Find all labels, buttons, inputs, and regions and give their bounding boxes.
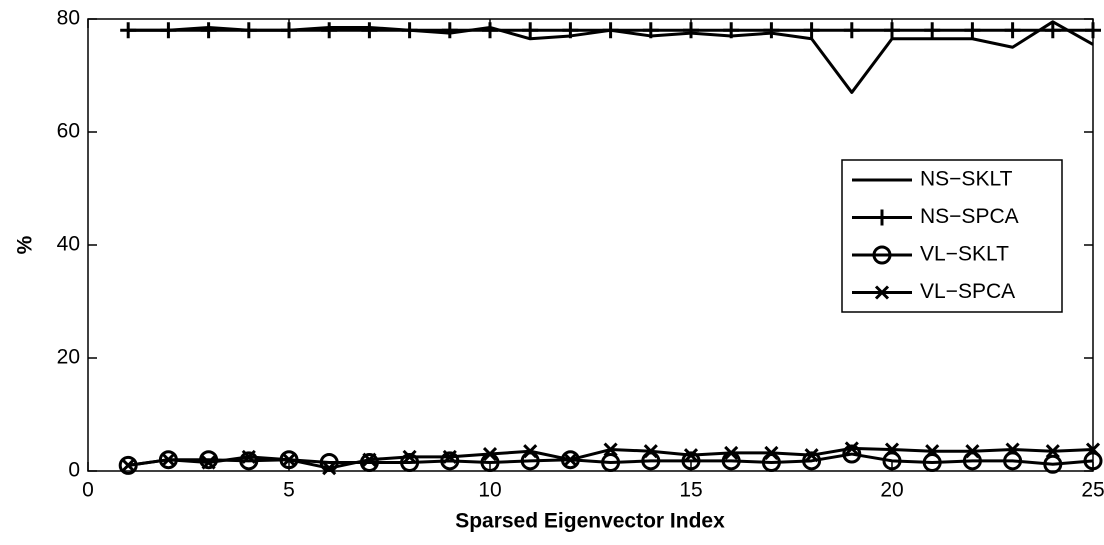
y-tick-label: 60	[57, 120, 80, 143]
point-marker	[764, 445, 779, 460]
point-marker	[281, 22, 297, 39]
point-marker	[322, 461, 337, 476]
point-marker	[402, 449, 417, 464]
point-marker	[241, 449, 256, 464]
point-marker	[321, 22, 338, 39]
point-marker	[1085, 22, 1101, 39]
y-tick-label: 40	[57, 233, 80, 256]
point-marker	[1085, 442, 1101, 457]
point-marker	[121, 458, 136, 473]
point-marker	[441, 22, 458, 39]
point-marker	[681, 451, 701, 471]
point-marker	[882, 451, 902, 471]
point-marker	[442, 449, 457, 464]
point-marker	[803, 22, 820, 39]
point-marker	[281, 452, 297, 467]
point-marker	[603, 442, 618, 457]
point-marker	[563, 452, 578, 467]
x-tick-label: 0	[82, 479, 94, 502]
point-marker	[723, 22, 740, 39]
point-marker	[925, 444, 940, 459]
y-tick-label: 80	[57, 7, 80, 30]
point-marker	[440, 451, 460, 471]
point-marker	[1003, 451, 1023, 471]
legend-label: VL−SKLT	[920, 243, 1009, 266]
point-marker	[319, 453, 339, 473]
point-marker	[1045, 444, 1060, 459]
x-tick-label: 25	[1081, 479, 1104, 502]
point-marker	[400, 453, 420, 473]
point-marker	[642, 22, 659, 39]
legend-label: VL−SPCA	[920, 280, 1015, 303]
point-marker	[683, 22, 699, 39]
point-marker	[199, 450, 219, 470]
point-marker	[922, 453, 942, 473]
point-marker	[924, 22, 941, 39]
point-marker	[842, 444, 862, 464]
point-marker	[482, 446, 498, 462]
point-marker	[401, 22, 418, 39]
point-marker	[160, 22, 177, 39]
point-marker	[120, 22, 137, 39]
x-tick-label: 15	[679, 479, 702, 502]
y-axis-label: %	[14, 235, 37, 254]
point-marker	[1043, 454, 1063, 474]
point-marker	[884, 22, 900, 39]
legend-marker	[872, 245, 892, 265]
x-tick-label: 10	[478, 479, 501, 502]
point-marker	[522, 22, 539, 39]
x-tick-label: 5	[283, 479, 295, 502]
y-tick-label: 0	[68, 459, 80, 482]
point-marker	[724, 445, 739, 460]
point-marker	[200, 22, 217, 39]
legend-label: NS−SPCA	[920, 205, 1019, 228]
legend-box	[841, 159, 1063, 313]
point-marker	[884, 442, 900, 457]
point-marker	[1083, 451, 1103, 471]
point-marker	[683, 448, 699, 463]
point-marker	[1005, 442, 1020, 457]
point-marker	[523, 444, 538, 459]
point-marker	[201, 455, 216, 470]
point-marker	[843, 22, 860, 39]
point-marker	[1004, 22, 1021, 39]
point-marker	[804, 448, 819, 463]
point-marker	[482, 22, 498, 39]
x-axis-label: Sparsed Eigenvector Index	[455, 510, 725, 533]
point-marker	[964, 22, 981, 39]
point-marker	[361, 22, 378, 39]
point-marker	[362, 452, 377, 467]
legend-label: NS−SKLT	[920, 168, 1013, 191]
point-marker	[1044, 22, 1061, 39]
point-marker	[560, 450, 580, 470]
point-marker	[763, 22, 780, 39]
point-marker	[802, 451, 822, 471]
y-tick-label: 20	[57, 346, 80, 369]
point-marker	[602, 22, 619, 39]
point-marker	[562, 22, 579, 39]
point-marker	[601, 453, 621, 473]
point-marker	[965, 444, 980, 459]
point-marker	[844, 441, 859, 456]
point-marker	[240, 22, 257, 39]
point-marker	[643, 444, 658, 459]
x-tick-label: 20	[880, 479, 903, 502]
point-marker	[239, 451, 259, 471]
legend-marker	[874, 285, 890, 300]
legend-marker	[874, 209, 890, 226]
point-marker	[161, 452, 176, 467]
